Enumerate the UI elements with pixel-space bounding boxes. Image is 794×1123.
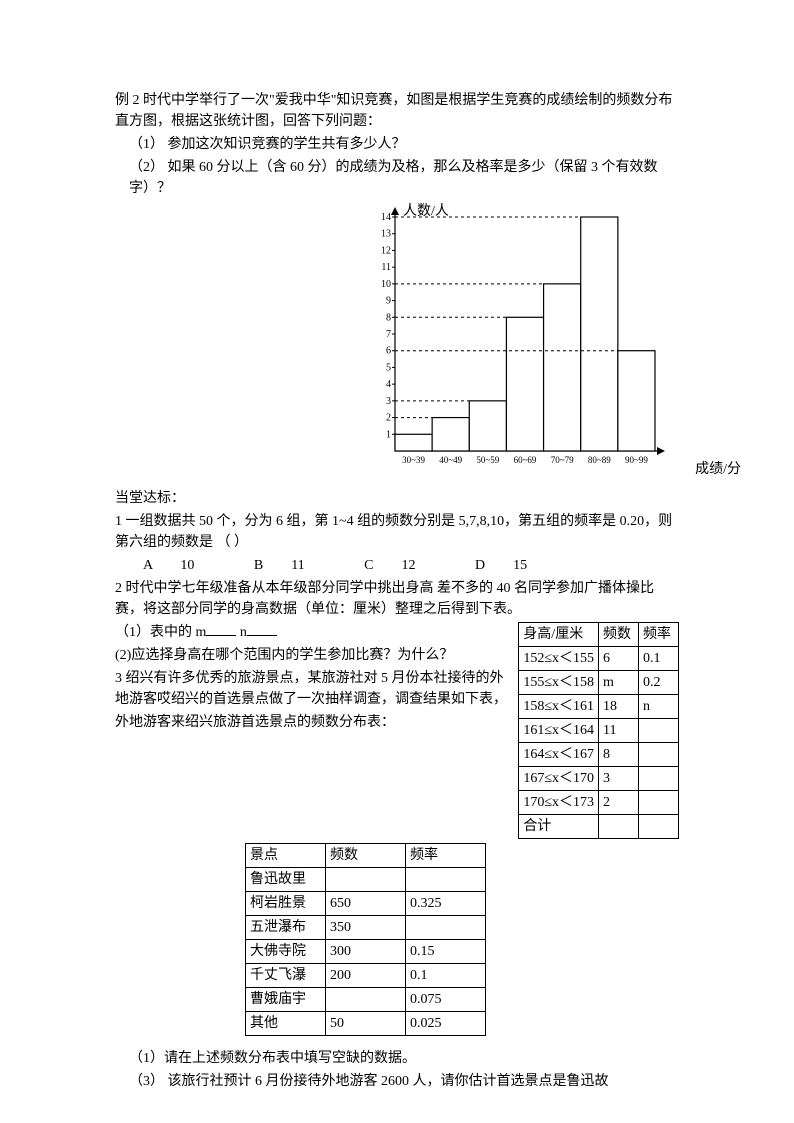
table-row: 167≤x＜1703 (519, 767, 679, 791)
table-row: 五泄瀑布350 (246, 916, 486, 940)
table-header: 身高/厘米 (519, 623, 599, 647)
svg-text:7: 7 (386, 329, 391, 340)
svg-text:30~39: 30~39 (402, 455, 425, 465)
svg-text:3: 3 (386, 396, 391, 407)
option-c: C 12 (364, 555, 443, 576)
table-header: 频率 (639, 623, 679, 647)
option-d: D 15 (475, 555, 555, 576)
svg-text:12: 12 (381, 245, 391, 256)
svg-text:60~69: 60~69 (514, 455, 537, 465)
q1-options: A 10 B 11 C 12 D 15 (115, 555, 679, 576)
svg-text:90~99: 90~99 (625, 455, 648, 465)
svg-text:40~49: 40~49 (439, 455, 462, 465)
table-header: 景点 (246, 844, 326, 868)
svg-text:4: 4 (386, 379, 391, 390)
svg-text:9: 9 (386, 296, 391, 307)
histogram-chart: 人数/人 123456789101112131430~3940~4950~596… (355, 205, 679, 482)
y-axis-label: 人数/人 (403, 201, 449, 222)
table-row: 155≤x＜158m0.2 (519, 671, 679, 695)
table-row: 曹娥庙宇0.075 (246, 988, 486, 1012)
q1-text: 1 一组数据共 50 个，分为 6 组，第 1~4 组的频数分别是 5,7,8,… (115, 511, 679, 553)
option-b: B 11 (254, 555, 333, 576)
table-row: 152≤x＜15560.1 (519, 647, 679, 671)
chart-svg: 123456789101112131430~3940~4950~5960~697… (355, 205, 665, 475)
q3-sub3: （3） 该旅行社预计 6 月份接待外地游客 2600 人，请你估计首选景点是鲁迅… (115, 1071, 679, 1092)
svg-text:5: 5 (386, 362, 391, 373)
svg-text:13: 13 (381, 229, 391, 240)
table-row: 鲁迅故里 (246, 868, 486, 892)
q3-sub1: （1）请在上述频数分布表中填写空缺的数据。 (115, 1048, 679, 1069)
table-row: 千丈飞瀑2000.1 (246, 964, 486, 988)
q2-sub2: (2)应选择身高在哪个范围内的学生参加比赛？为什么？ (115, 645, 510, 666)
svg-text:8: 8 (386, 312, 391, 323)
svg-text:2: 2 (386, 413, 391, 424)
classwork-header: 当堂达标： (115, 488, 679, 509)
option-a: A 10 (143, 555, 222, 576)
table-header: 频数 (599, 623, 639, 647)
example2-q2: （2） 如果 60 分以上（含 60 分）的成绩为及格，那么及格率是多少（保留 … (115, 157, 679, 199)
scenic-table: 景点频数频率鲁迅故里柯岩胜景6500.325五泄瀑布350大佛寺院3000.15… (245, 843, 486, 1036)
svg-text:10: 10 (381, 279, 391, 290)
q2-sub1: （1）表中的 m n (115, 622, 510, 643)
svg-text:70~79: 70~79 (551, 455, 574, 465)
table-row: 其他500.025 (246, 1012, 486, 1036)
svg-text:80~89: 80~89 (588, 455, 611, 465)
table-row: 170≤x＜1732 (519, 791, 679, 815)
q3-text: 3 绍兴有许多优秀的旅游景点，某旅游社对 5 月份本社接待的外地游客哎绍兴的首选… (115, 668, 510, 710)
q2-intro: 2 时代中学七年级准备从本年级部分同学中挑出身高 差不多的 40 名同学参加广播… (115, 578, 679, 620)
table-row: 161≤x＜16411 (519, 719, 679, 743)
example2-title: 例 2 时代中学举行了一次"爱我中华"知识竞赛，如图是根据学生竞赛的成绩绘制的频… (115, 90, 679, 132)
table-row: 158≤x＜16118n (519, 695, 679, 719)
table-header: 频数 (326, 844, 406, 868)
table-row: 164≤x＜1678 (519, 743, 679, 767)
table-header: 频率 (406, 844, 486, 868)
svg-text:50~59: 50~59 (476, 455, 499, 465)
table-row: 合计 (519, 815, 679, 839)
height-table: 身高/厘米频数频率152≤x＜15560.1155≤x＜158m0.2158≤x… (518, 622, 679, 839)
x-axis-label: 成绩/分 (695, 459, 741, 480)
table-row: 大佛寺院3000.15 (246, 940, 486, 964)
svg-text:14: 14 (381, 212, 391, 223)
q3-sub: 外地游客来绍兴旅游首选景点的频数分布表： (115, 712, 510, 733)
svg-text:6: 6 (386, 346, 391, 357)
svg-text:11: 11 (381, 262, 391, 273)
table-row: 柯岩胜景6500.325 (246, 892, 486, 916)
svg-text:1: 1 (386, 429, 391, 440)
example2-q1: （1） 参加这次知识竞赛的学生共有多少人？ (115, 134, 679, 155)
